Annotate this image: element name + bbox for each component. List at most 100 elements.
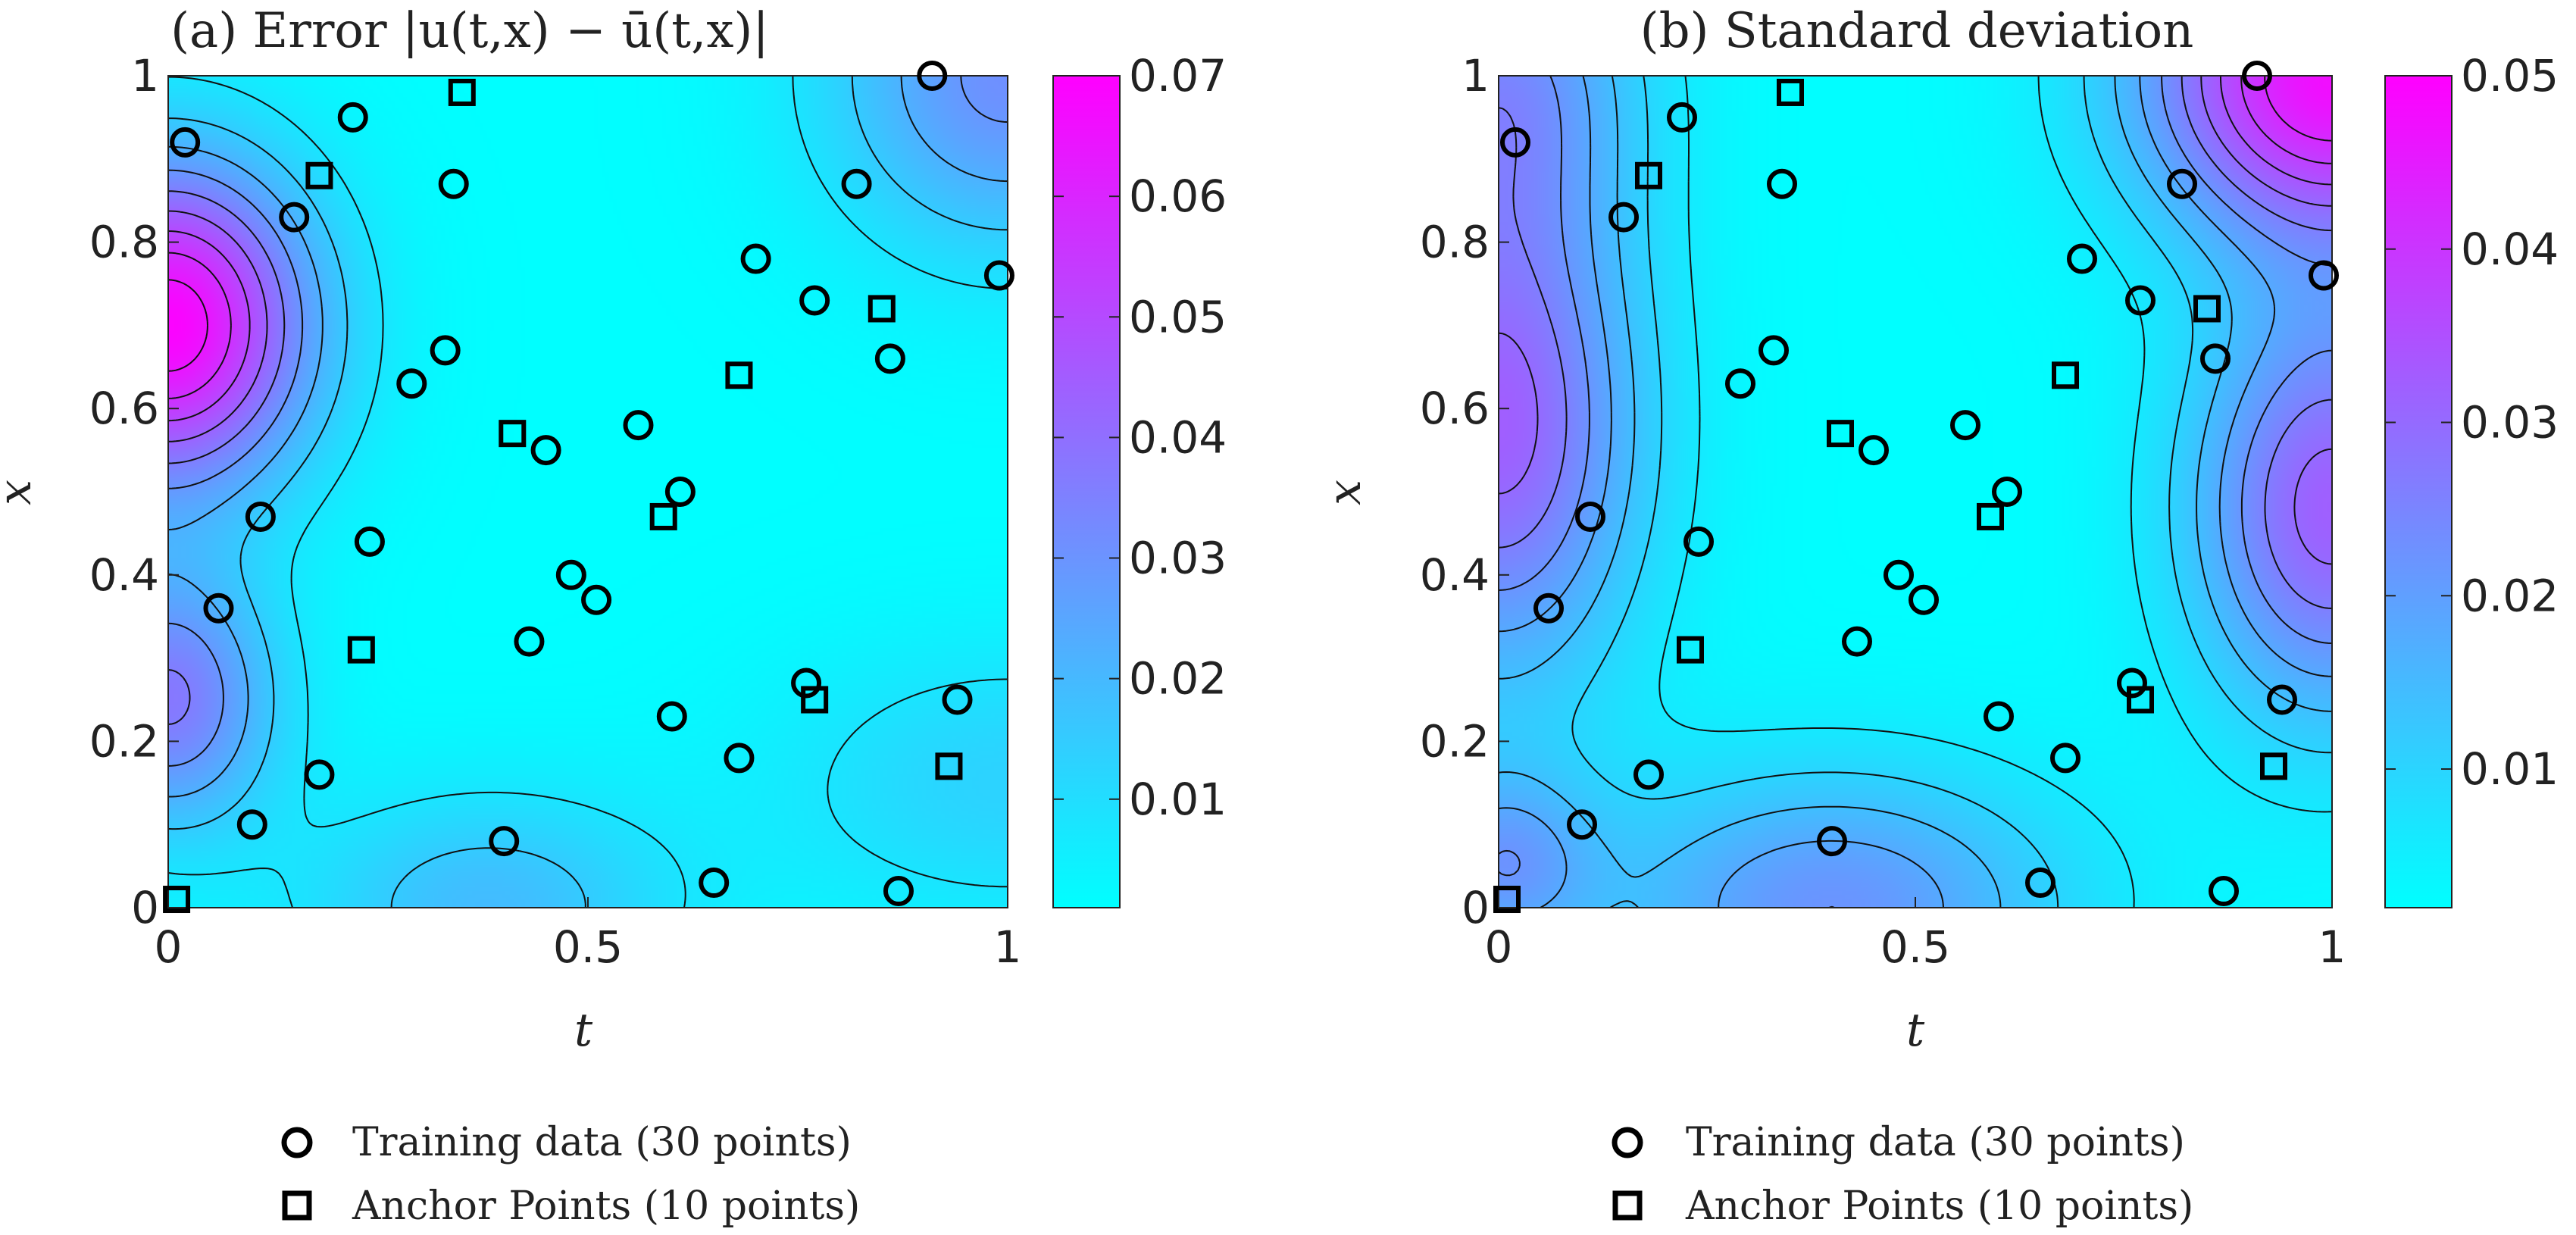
- anchor-point: [725, 361, 753, 389]
- training-point: [236, 809, 267, 840]
- contour-line: [167, 190, 286, 725]
- training-point: [942, 684, 973, 715]
- y-tick-label: 1: [131, 50, 159, 102]
- colorbar-tick-label: 0.04: [2461, 224, 2559, 275]
- panel-a: (a) Error |u(t,x) − ū(t,x)| 0 0.5 1 0 0.2 0.4…: [0, 3, 1227, 1229]
- training-point: [1909, 584, 1939, 615]
- training-point: [203, 592, 234, 624]
- training-point: [2050, 743, 2080, 774]
- training-point: [1984, 701, 2014, 732]
- panel-a-plot-area: 0 0.5 1 0 0.2 0.4 0.6 0.8 1: [89, 50, 1022, 973]
- contour-line: [1498, 75, 2333, 908]
- y-tick-label: 0.8: [89, 217, 159, 268]
- panel-a-x-axis-label: t: [574, 1004, 593, 1057]
- training-point: [740, 243, 771, 274]
- training-point: [430, 335, 461, 366]
- colorbar-tick-label: 0.05: [1129, 291, 1227, 342]
- training-point: [337, 102, 368, 133]
- anchor-point: [1777, 78, 1804, 106]
- contour-line: [2240, 76, 2333, 164]
- training-point: [917, 61, 948, 91]
- legend-circle-marker: [1612, 1127, 1643, 1158]
- anchor-point: [935, 752, 963, 780]
- colorbar-tick-label: 0.05: [2461, 50, 2559, 102]
- anchor-point: [305, 161, 333, 189]
- training-point: [396, 368, 427, 399]
- x-tick-label: 0.5: [553, 921, 623, 973]
- legend-anchor-label: Anchor Points (10 points): [1685, 1183, 2193, 1229]
- training-point: [883, 876, 914, 907]
- y-tick-label: 0.6: [1420, 383, 1490, 434]
- training-point: [2209, 876, 2239, 907]
- panel-a-contour-lines: [167, 75, 1008, 908]
- contour-line: [1498, 75, 2333, 908]
- training-point: [1683, 526, 1714, 557]
- y-tick-label: 1: [1462, 50, 1490, 102]
- panel-b-x-axis-label: t: [1906, 1004, 1925, 1057]
- y-tick-label: 0.4: [89, 549, 159, 601]
- training-point: [170, 127, 201, 158]
- training-point: [841, 168, 872, 199]
- anchor-point: [347, 636, 375, 664]
- y-tick-label: 0: [1462, 882, 1490, 933]
- anchor-point: [649, 502, 677, 530]
- training-point: [1992, 477, 2022, 507]
- training-point: [279, 202, 310, 233]
- contour-line: [167, 75, 1008, 767]
- panel-b-plot-area: 0 0.5 1 0 0.2 0.4 0.6 0.8 1: [1420, 50, 2346, 973]
- training-point: [489, 826, 520, 857]
- training-point: [555, 559, 586, 590]
- training-point: [983, 260, 1014, 291]
- legend-square-marker: [282, 1190, 312, 1221]
- x-tick-label: 1: [994, 921, 1022, 973]
- colorbar-tick-label: 0.04: [1129, 411, 1227, 463]
- legend-circle-marker: [281, 1127, 313, 1158]
- training-point: [1758, 335, 1789, 366]
- legend-anchor-label: Anchor Points (10 points): [352, 1183, 860, 1229]
- training-point: [1533, 592, 1564, 624]
- training-point: [874, 343, 905, 374]
- x-tick-label: 0: [1485, 921, 1513, 973]
- training-point: [656, 701, 687, 732]
- training-point: [581, 584, 612, 615]
- training-point: [354, 526, 385, 557]
- panel-b-colorbar: 0.01 0.02 0.03 0.04 0.05: [2384, 50, 2559, 908]
- y-tick-label: 0: [131, 882, 159, 933]
- training-point: [2117, 668, 2147, 699]
- colorbar-tick-label: 0.01: [1129, 774, 1227, 825]
- panel-b-y-axis-label: x: [1318, 480, 1371, 505]
- contour-line: [167, 75, 1008, 798]
- anchor-point: [499, 420, 527, 448]
- training-point: [1817, 826, 1847, 857]
- training-point: [2242, 61, 2272, 91]
- anchor-point: [801, 686, 829, 714]
- training-point: [1500, 127, 1530, 158]
- training-point: [724, 743, 755, 774]
- colorbar-tick-label: 0.03: [2461, 397, 2559, 449]
- training-point: [2309, 260, 2339, 291]
- anchor-point: [2193, 295, 2221, 323]
- training-point: [2125, 285, 2156, 316]
- training-point: [623, 410, 654, 441]
- x-tick-label: 1: [2318, 921, 2346, 973]
- contour-line: [167, 75, 1008, 908]
- training-point: [1767, 168, 1797, 199]
- panel-a-colorbar: 0.01 0.02 0.03 0.04 0.05 0.06 0.07: [1052, 50, 1227, 908]
- anchor-point: [1677, 636, 1704, 664]
- contour-line: [167, 75, 1008, 908]
- anchor-point: [868, 295, 896, 323]
- colorbar-tick-label: 0.01: [2461, 743, 2559, 795]
- panel-a-title: (a) Error |u(t,x) − ū(t,x)|: [170, 3, 769, 59]
- colorbar-tick-label: 0.02: [2461, 570, 2559, 621]
- training-point: [1842, 626, 1872, 657]
- contour-line: [167, 279, 208, 372]
- training-point: [1575, 501, 1605, 532]
- training-point: [1567, 809, 1597, 840]
- training-point: [2067, 243, 2097, 274]
- y-tick-label: 0.4: [1420, 549, 1490, 601]
- anchor-point: [2260, 752, 2287, 780]
- training-point: [304, 759, 335, 790]
- training-point: [791, 668, 822, 699]
- legend-square-marker: [1612, 1190, 1643, 1221]
